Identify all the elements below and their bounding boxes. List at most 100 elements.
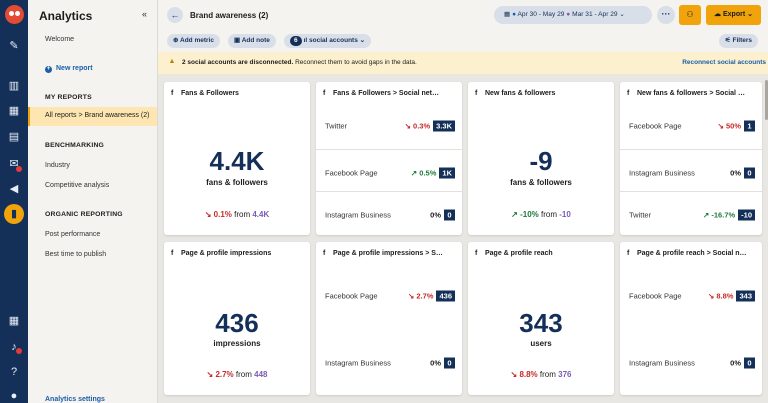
reach-by-network-card[interactable]: f Page & profile reach > Social n… Facebo… [620, 242, 762, 395]
value-badge: 1K [439, 167, 455, 178]
bell-icon[interactable]: ♪ [11, 341, 17, 353]
add-metric-label: Add metric [180, 37, 214, 44]
sidebar-item-brand-awareness[interactable]: All reports > Brand awareness (2) [28, 107, 157, 126]
table-row: Twitter ↘ 0.3% 3.3K [316, 103, 462, 149]
metric-change: ↗ -10% from -10 [468, 210, 614, 219]
from-word: from [537, 370, 559, 379]
down-arrow-icon: ↘ [510, 370, 518, 379]
new-fans-by-network-card[interactable]: f New fans & followers > Social … Faceboo… [620, 82, 762, 235]
table-row: Facebook Page ↘ 2.7% 436 [316, 272, 462, 320]
row-metric: ↘ 2.7% 436 [407, 290, 455, 302]
analytics-icon[interactable]: ▮ [4, 204, 24, 224]
fans-followers-card[interactable]: f Fans & Followers 4.4K fans & followers … [164, 82, 310, 235]
network-name: Facebook Page [325, 168, 378, 177]
owl-logo-icon[interactable] [5, 5, 24, 24]
help-icon[interactable]: ? [10, 366, 18, 378]
calendar-small-icon: ▦ [504, 11, 513, 18]
sidebar-item-best-time[interactable]: Best time to publish [45, 251, 107, 258]
report-toolbar: ⊕ Add metric ▣ Add note 6 ıl social accou… [158, 30, 768, 52]
metric-label: fans & followers [510, 178, 572, 187]
previous-period-dot-icon: ● [566, 11, 573, 18]
collapse-sidebar-icon[interactable]: « [141, 9, 147, 19]
fans-followers-by-network-card[interactable]: f Fans & Followers > Social net… Twitter … [316, 82, 462, 235]
profile-icon[interactable]: ● [10, 390, 18, 402]
streams-icon[interactable]: ▥ [8, 80, 20, 92]
add-metric-button[interactable]: ⊕ Add metric [167, 34, 220, 48]
add-metric-icon: ⊕ [173, 37, 181, 44]
more-options-button[interactable]: ··· [657, 6, 675, 24]
row-metric: 0% 0 [730, 167, 755, 178]
table-row: Instagram Business 0% 0 [620, 149, 762, 195]
reach-card[interactable]: f Page & profile reach 343 users ↘ 8.8% f… [468, 242, 614, 395]
back-arrow-icon[interactable]: ← [167, 7, 183, 23]
sidebar-item-industry[interactable]: Industry [45, 162, 70, 169]
cloud-icon: ☁ [714, 11, 723, 18]
reconnect-accounts-link[interactable]: Reconnect social accounts [682, 59, 766, 66]
app-rail: ✎ ▥ ▦ ▤ ✉ ◀ ▮ ▦ ♪ ? ● [0, 0, 28, 403]
dashboard-icon[interactable]: ▦ [8, 105, 20, 117]
card-title-text: New fans & followers > Social … [637, 90, 745, 97]
network-name: Facebook Page [629, 121, 682, 131]
sidebar-item-post-performance[interactable]: Post performance [45, 231, 101, 238]
sidebar-item-competitive-analysis[interactable]: Competitive analysis [45, 182, 110, 189]
new-fans-followers-card[interactable]: f New fans & followers -9 fans & follower… [468, 82, 614, 235]
analytics-settings-link[interactable]: Analytics settings [45, 396, 105, 403]
sidebar-item-welcome[interactable]: Welcome [45, 36, 75, 43]
add-note-button[interactable]: ▣ Add note [228, 34, 276, 48]
card-title-text: Page & profile impressions [181, 250, 272, 257]
down-arrow-icon: ↘ [717, 121, 724, 131]
impressions-card[interactable]: f Page & profile impressions 436 impressi… [164, 242, 310, 395]
value-badge: 0 [744, 167, 755, 178]
table-row: Twitter ↗ -16.7% -10 [620, 191, 762, 235]
network-name: Facebook Page [325, 291, 378, 301]
facebook-icon: f [323, 90, 326, 97]
from-word: from [538, 210, 560, 219]
megaphone-icon[interactable]: ◀ [9, 183, 19, 195]
metric-value: 436 [215, 308, 259, 338]
apps-grid-icon[interactable]: ▦ [8, 315, 20, 327]
social-accounts-filter[interactable]: 6 ıl social accounts ⌄ [284, 34, 372, 48]
table-row: Instagram Business 0% 0 [620, 339, 762, 387]
filters-button[interactable]: ⚟ Filters [718, 34, 758, 48]
row-metric: ↘ 8.8% 343 [708, 290, 755, 302]
benchmarking-heading: BENCHMARKING [45, 142, 105, 149]
value-badge: 0 [744, 357, 755, 369]
metric-label: users [530, 339, 552, 348]
new-report-button[interactable]: + New report [45, 65, 93, 73]
share-user-icon[interactable]: ⚇ [679, 5, 701, 25]
metric-value: 4.4K [209, 146, 265, 176]
facebook-icon: f [475, 90, 478, 97]
filters-label: Filters [732, 37, 752, 44]
up-arrow-icon: ↗ [410, 168, 418, 177]
date-range-picker[interactable]: ▦ ● Apr 30 - May 29 ● Mar 31 - Apr 29 ⌄ [494, 6, 652, 24]
banner-message-bold: 2 social accounts are disconnected. [182, 59, 294, 66]
value-badge: 3.3K [433, 120, 455, 132]
card-title: f Fans & Followers [171, 90, 239, 97]
down-arrow-icon: ↘ [407, 291, 415, 301]
sidebar-title: Analytics [39, 9, 93, 23]
change-percent: -10% [520, 210, 539, 219]
calendar-icon[interactable]: ▤ [8, 131, 20, 143]
previous-value: 448 [254, 370, 268, 379]
disconnected-accounts-banner: ▲ 2 social accounts are disconnected. Re… [158, 52, 768, 74]
chevron-down-icon: ⌄ [619, 11, 625, 18]
filter-icon: ⚟ [724, 37, 733, 44]
previous-value: 4.4K [252, 210, 270, 219]
facebook-icon: f [627, 250, 630, 257]
inbox-icon[interactable]: ✉ [9, 158, 19, 170]
card-title: f Page & profile reach [475, 250, 553, 257]
value-badge: 343 [736, 290, 755, 302]
impressions-by-network-card[interactable]: f Page & profile impressions > S… Faceboo… [316, 242, 462, 395]
card-title-text: New fans & followers [485, 90, 556, 97]
previous-range: Mar 31 - Apr 29 [572, 11, 618, 18]
scrollbar[interactable] [765, 80, 768, 120]
change-percent: 0.1% [213, 210, 232, 219]
compose-icon[interactable]: ✎ [9, 40, 19, 52]
export-label: Export [722, 11, 746, 18]
value-badge: 0 [444, 357, 455, 369]
organic-reporting-heading: ORGANIC REPORTING [45, 211, 123, 218]
export-button[interactable]: ☁ Export ⌄ [706, 5, 761, 25]
card-title-text: Page & profile reach > Social n… [637, 250, 747, 257]
row-metric: 0% 0 [430, 357, 455, 369]
alert-dot-icon [16, 348, 22, 354]
